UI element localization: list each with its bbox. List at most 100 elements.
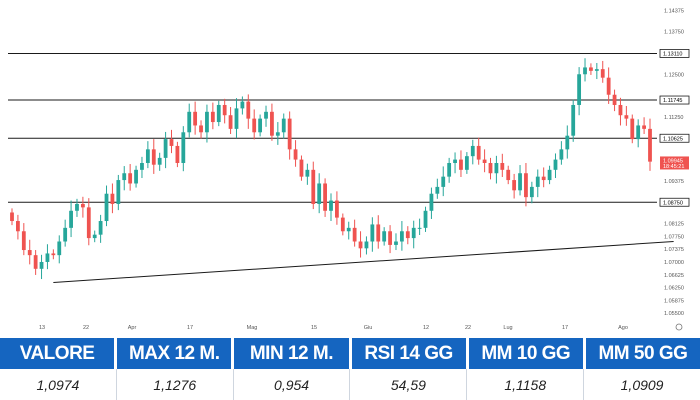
candle-body <box>340 217 345 232</box>
x-tick-label: 12 <box>423 325 429 331</box>
level-label: 1.13110 <box>663 51 682 57</box>
level-label: 1.10625 <box>663 136 683 142</box>
candle-body <box>447 163 452 177</box>
candle-body <box>75 203 79 211</box>
candle-body <box>311 169 316 204</box>
candle-body <box>583 67 587 75</box>
candle-body <box>459 159 463 170</box>
candle-body <box>275 132 280 136</box>
stat-value-rsi-14gg: 54,59 <box>350 369 468 400</box>
candle-body <box>506 169 511 181</box>
candle-body <box>464 156 469 170</box>
chart-svg: 1.14375 1.13750 1.12500 1.11250 1.09375 1.081… <box>8 8 690 331</box>
x-tick-label: 22 <box>465 325 471 331</box>
candle-body <box>205 111 209 133</box>
candle-body <box>145 149 150 163</box>
candle-body <box>388 231 392 245</box>
level-label-box <box>659 197 690 207</box>
candle-body <box>281 118 286 133</box>
stat-value-mm-50gg: 1,0909 <box>584 369 700 400</box>
candle-body <box>630 118 635 140</box>
candle-body <box>648 128 652 162</box>
candle-body <box>405 231 410 239</box>
candle-body <box>441 176 446 187</box>
y-tick-label: 1.07375 <box>664 247 684 253</box>
current-price-time: 18:45:21 <box>663 164 684 170</box>
current-price-label: 1.09945 <box>663 158 683 164</box>
candle-body <box>370 224 375 242</box>
candle-body <box>411 227 416 239</box>
candle-body <box>116 180 121 204</box>
x-tick-label: Mag <box>247 325 258 331</box>
settings-icon <box>675 323 683 331</box>
candle-body <box>417 227 422 229</box>
x-tick-label: Apr <box>128 325 137 331</box>
candle-body <box>429 193 434 211</box>
stat-header-rsi-14gg: RSI 14 GG <box>351 338 469 369</box>
candle-body <box>512 180 517 191</box>
stats-header-row: VALORE MAX 12 M. MIN 12 M. RSI 14 GG MM … <box>0 338 700 369</box>
candle-body <box>80 203 85 208</box>
candle-body <box>571 104 576 136</box>
candle-body <box>98 221 103 235</box>
stat-value-valore: 1,0974 <box>0 369 117 400</box>
candle-body <box>364 241 369 249</box>
candle-body <box>10 212 14 222</box>
price-chart: 1.14375 1.13750 1.12500 1.11250 1.09375 1.081… <box>8 8 690 331</box>
candle-body <box>606 77 611 95</box>
level-label: 1.11745 <box>663 98 682 104</box>
candle-body <box>358 241 363 249</box>
x-tick-label: Lug <box>503 325 512 331</box>
trendline <box>53 241 674 283</box>
stat-value-min-12m: 0,954 <box>233 369 351 400</box>
stat-value-mm-10gg: 1,1158 <box>467 369 585 400</box>
candle-body <box>541 176 546 181</box>
y-tick-label: 1.08125 <box>664 222 684 228</box>
candle-body <box>565 135 570 150</box>
candle-body <box>92 234 97 239</box>
candle-body <box>382 231 387 242</box>
candle-body <box>470 145 475 157</box>
stats-value-row: 1,0974 1,1276 0,954 54,59 1,1158 1,0909 <box>0 369 700 400</box>
candle-body <box>122 173 127 181</box>
x-tick-label: 17 <box>562 325 568 331</box>
y-tick-label: 1.14375 <box>664 8 684 14</box>
candle-body <box>228 115 233 129</box>
candle-body <box>181 132 186 163</box>
candle-body <box>134 169 138 184</box>
y-tick-label: 1.06250 <box>664 286 684 292</box>
candle-body <box>240 101 245 109</box>
candle-body <box>299 159 304 177</box>
candle-body <box>589 67 593 71</box>
candle-body <box>435 186 440 194</box>
candle-body <box>157 157 162 165</box>
candle-body <box>128 173 133 184</box>
candle-body <box>323 183 327 211</box>
candle-body <box>547 169 552 181</box>
candle-body <box>618 104 623 116</box>
candle-body <box>453 159 457 163</box>
x-tick-label: 17 <box>187 325 193 331</box>
candle-body <box>518 173 522 191</box>
candle-body <box>317 183 322 204</box>
candle-body <box>39 261 44 269</box>
y-tick-label: 1.12500 <box>664 72 684 78</box>
candle-body <box>45 253 50 262</box>
stat-header-valore: VALORE <box>0 338 118 369</box>
candle-body <box>210 111 215 123</box>
candle-body <box>500 163 505 170</box>
level-label-box <box>659 95 690 105</box>
x-tick-label: 13 <box>39 325 45 331</box>
y-tick-label: 1.09375 <box>664 179 684 185</box>
candle-body <box>394 241 398 245</box>
candle-body <box>193 111 198 126</box>
candle-body <box>329 200 333 211</box>
x-tick-label: Giu <box>364 325 373 331</box>
candle-body <box>222 104 227 116</box>
candle-body <box>33 255 38 269</box>
candle-body <box>169 139 174 146</box>
candle-body <box>69 210 73 228</box>
candle-body <box>51 253 56 256</box>
y-tick-label: 1.07000 <box>664 260 684 266</box>
candle-body <box>293 149 298 160</box>
